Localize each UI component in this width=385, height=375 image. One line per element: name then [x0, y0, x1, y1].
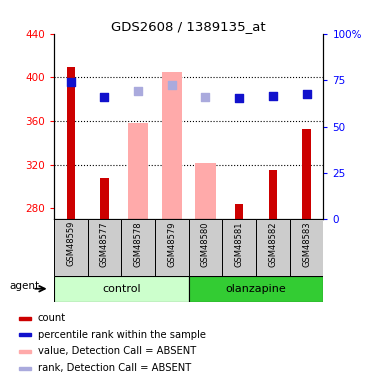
Text: GSM48582: GSM48582 — [268, 221, 277, 267]
Point — [203, 94, 209, 100]
Bar — [54, 276, 189, 302]
Bar — [189, 276, 323, 302]
Bar — [269, 170, 277, 219]
Text: GSM48578: GSM48578 — [134, 221, 142, 267]
Bar — [128, 123, 148, 219]
Bar — [88, 219, 121, 276]
Bar — [256, 219, 290, 276]
Text: control: control — [102, 284, 141, 294]
Point — [135, 87, 141, 93]
Bar — [162, 72, 182, 219]
Bar — [235, 204, 243, 219]
Bar — [54, 219, 88, 276]
Bar — [155, 219, 189, 276]
Bar — [121, 219, 155, 276]
Point — [303, 91, 310, 97]
Point — [270, 93, 276, 99]
Bar — [290, 219, 323, 276]
Text: olanzapine: olanzapine — [226, 284, 286, 294]
Text: rank, Detection Call = ABSENT: rank, Detection Call = ABSENT — [38, 363, 191, 373]
Bar — [223, 219, 256, 276]
Bar — [189, 219, 223, 276]
Text: GSM48583: GSM48583 — [302, 221, 311, 267]
Text: GSM48577: GSM48577 — [100, 221, 109, 267]
Bar — [19, 366, 30, 370]
Text: GSM48580: GSM48580 — [201, 221, 210, 267]
Bar — [100, 178, 109, 219]
Text: value, Detection Call = ABSENT: value, Detection Call = ABSENT — [38, 346, 196, 356]
Point — [169, 82, 175, 88]
Text: percentile rank within the sample: percentile rank within the sample — [38, 330, 206, 340]
Text: GSM48579: GSM48579 — [167, 221, 176, 267]
Text: agent: agent — [10, 281, 40, 291]
Bar — [19, 333, 30, 336]
Bar — [19, 316, 30, 320]
Bar — [67, 66, 75, 219]
Point — [236, 95, 242, 101]
Bar — [302, 129, 311, 219]
Bar — [196, 163, 216, 219]
Point — [101, 94, 107, 100]
Bar — [19, 350, 30, 353]
Text: GSM48559: GSM48559 — [66, 221, 75, 266]
Text: GSM48581: GSM48581 — [235, 221, 244, 267]
Text: count: count — [38, 313, 66, 323]
Point — [68, 79, 74, 85]
Title: GDS2608 / 1389135_at: GDS2608 / 1389135_at — [111, 20, 266, 33]
